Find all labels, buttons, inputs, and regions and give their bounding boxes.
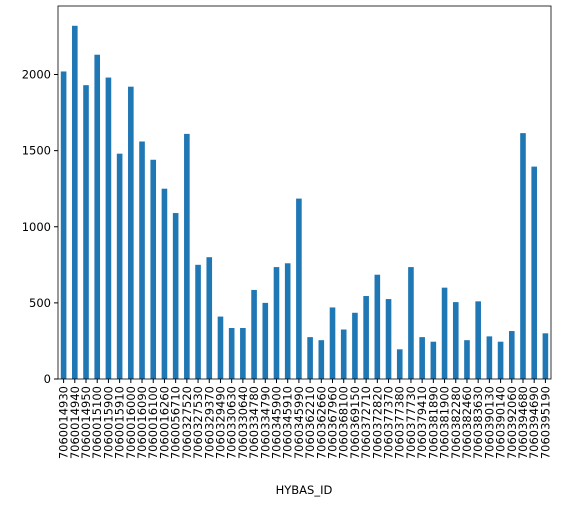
bar bbox=[497, 341, 504, 379]
bar bbox=[206, 257, 213, 379]
bar bbox=[318, 340, 325, 379]
x-tick-label: 7060014940 bbox=[68, 386, 82, 459]
bar bbox=[251, 289, 257, 379]
bar bbox=[273, 267, 280, 379]
x-tick-label: 7060362210 bbox=[303, 386, 317, 459]
x-tick-label: 7060330640 bbox=[236, 386, 250, 459]
x-tick-label: 7060016090 bbox=[135, 386, 149, 459]
bar bbox=[419, 337, 425, 379]
x-tick-label: 7060372710 bbox=[359, 386, 373, 459]
bar bbox=[508, 331, 515, 379]
bar bbox=[542, 333, 549, 379]
y-tick-label: 1000 bbox=[22, 220, 51, 234]
bar bbox=[128, 86, 134, 380]
bar bbox=[430, 341, 437, 379]
x-tick-label: 7060334780 bbox=[247, 386, 261, 459]
x-tick-label: 7060334790 bbox=[258, 386, 272, 459]
bar bbox=[161, 188, 168, 379]
bar bbox=[531, 166, 537, 379]
bar bbox=[150, 159, 157, 379]
bar bbox=[464, 340, 470, 379]
bar bbox=[217, 316, 224, 379]
bar bbox=[172, 213, 179, 379]
y-tick-label: 0 bbox=[44, 372, 51, 386]
bar bbox=[72, 25, 78, 379]
x-tick-label: 7060329370 bbox=[202, 386, 216, 459]
bar bbox=[352, 312, 358, 379]
bar bbox=[83, 85, 89, 379]
bar bbox=[452, 302, 459, 379]
x-tick-label: 7060327530 bbox=[191, 386, 205, 459]
x-tick-label: 7060015100 bbox=[90, 386, 104, 459]
y-tick-label: 2000 bbox=[22, 68, 51, 82]
y-tick-label: 1500 bbox=[22, 144, 51, 158]
x-tick-label: 7060390140 bbox=[494, 386, 508, 459]
x-tick-label: 7060345990 bbox=[292, 386, 306, 459]
x-tick-label: 7060368100 bbox=[337, 386, 351, 459]
y-tick-label: 500 bbox=[29, 296, 51, 310]
x-tick-label: 7060016000 bbox=[124, 386, 138, 459]
x-tick-label: 7060377370 bbox=[382, 386, 396, 459]
x-tick-label: 7060372820 bbox=[370, 386, 384, 459]
bar bbox=[195, 264, 201, 379]
bar bbox=[396, 349, 403, 379]
x-tick-label: 7060395190 bbox=[538, 386, 552, 459]
x-tick-label: 7060394680 bbox=[516, 386, 530, 459]
bar bbox=[408, 267, 414, 379]
bar bbox=[441, 287, 448, 379]
x-tick-label: 7060327520 bbox=[180, 386, 194, 459]
bar bbox=[262, 302, 269, 379]
x-tick-label: 7060367960 bbox=[326, 386, 340, 459]
x-tick-label: 7060383630 bbox=[471, 386, 485, 459]
x-tick-label: 7060379410 bbox=[415, 386, 429, 459]
bar bbox=[475, 301, 481, 379]
bar bbox=[105, 77, 112, 379]
plot-frame bbox=[57, 5, 552, 380]
x-tick-label: 7060369150 bbox=[348, 386, 362, 459]
bar bbox=[340, 329, 347, 379]
x-tick-label: 7060015900 bbox=[101, 386, 115, 459]
x-tick-label: 7060362660 bbox=[314, 386, 328, 459]
bar bbox=[94, 54, 101, 379]
bar bbox=[374, 274, 381, 379]
x-tick-label: 7060014930 bbox=[57, 386, 71, 459]
x-tick-label: 7060015910 bbox=[113, 386, 127, 459]
bar bbox=[116, 153, 123, 379]
bar bbox=[307, 337, 313, 379]
x-tick-label: 7060329490 bbox=[213, 386, 227, 459]
x-tick-label: 7060016100 bbox=[146, 386, 160, 459]
bar bbox=[60, 71, 67, 380]
x-tick-label: 7060377730 bbox=[404, 386, 418, 459]
x-tick-label: 7060382460 bbox=[460, 386, 474, 459]
bar bbox=[284, 263, 291, 379]
x-tick-label: 7060345900 bbox=[269, 386, 283, 459]
x-tick-label: 7060016260 bbox=[157, 386, 171, 459]
x-tick-label: 7060381900 bbox=[438, 386, 452, 459]
x-tick-label: 7060330630 bbox=[225, 386, 239, 459]
x-tick-label: 7060392060 bbox=[505, 386, 519, 459]
x-tick-label: 7060377380 bbox=[393, 386, 407, 459]
x-axis-label: HYBAS_ID bbox=[276, 483, 333, 497]
bar bbox=[385, 299, 392, 379]
x-tick-label: 7060381890 bbox=[426, 386, 440, 459]
bar bbox=[363, 296, 369, 379]
x-tick-label: 7060345910 bbox=[281, 386, 295, 459]
bar bbox=[486, 336, 493, 379]
x-tick-label: 7060394690 bbox=[527, 386, 541, 459]
bar bbox=[329, 307, 336, 379]
bar bbox=[296, 198, 302, 379]
x-tick-label: 7060382280 bbox=[449, 386, 463, 459]
x-tick-label: 7060014950 bbox=[79, 386, 93, 459]
bar bbox=[139, 141, 145, 379]
bar bbox=[240, 327, 246, 379]
bar bbox=[228, 327, 235, 379]
bar bbox=[184, 133, 190, 379]
x-tick-label: 7060390130 bbox=[482, 386, 496, 459]
x-tick-label: 7060056710 bbox=[169, 386, 183, 459]
bar bbox=[520, 133, 526, 379]
